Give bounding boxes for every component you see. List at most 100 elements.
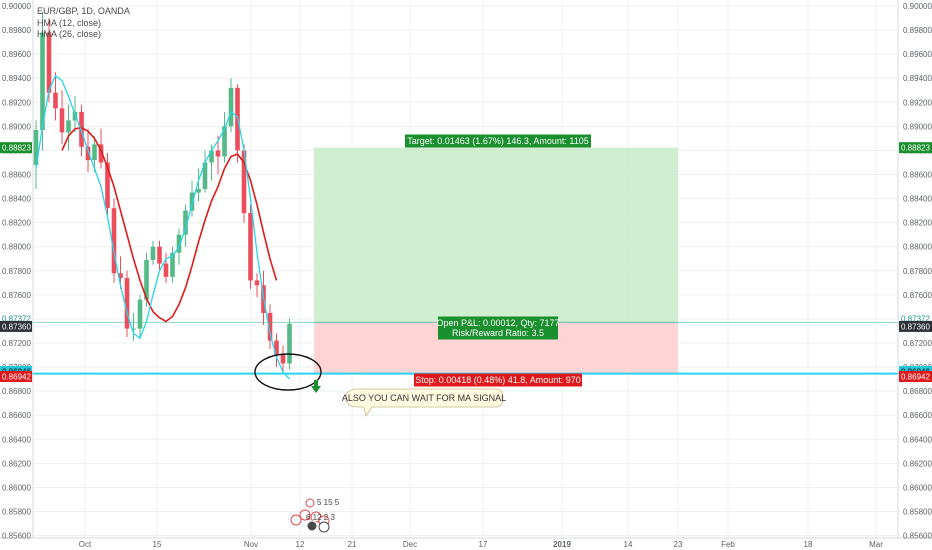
candle-body — [79, 111, 84, 147]
target-price-badge-bg — [0, 142, 32, 154]
hma-12-line — [35, 74, 290, 380]
candle-body — [248, 213, 253, 281]
candle-body — [170, 252, 175, 277]
entry-price-badge-bg — [0, 312, 32, 324]
stop-price-badge-bg — [0, 370, 32, 382]
y-tick-label-right: 0.89200 — [903, 98, 932, 107]
y-tick-label-right: 0.89600 — [903, 50, 932, 59]
candle-body — [267, 312, 273, 341]
candle-body — [53, 92, 58, 109]
event-marker-icon[interactable] — [318, 521, 330, 533]
y-tick-label-left: 0.89600 — [2, 50, 31, 59]
y-tick-label-left: 0.90000 — [2, 2, 31, 11]
y-tick-label-left: 0.89800 — [2, 26, 31, 35]
y-tick-label-left: 0.88400 — [2, 195, 31, 204]
y-tick-label-right: 0.86600 — [903, 411, 932, 420]
chart-legend: EUR/GBP, 1D, OANDA HMA (12, close) HMA (… — [37, 6, 130, 39]
pnl-label-line-1: Risk/Reward Ratio: 3.5 — [452, 328, 544, 338]
note-text: ALSO YOU CAN WAIT FOR MA SIGNAL — [342, 393, 506, 403]
candle-body — [40, 32, 45, 130]
candle-body — [280, 355, 286, 364]
position-zones[interactable] — [314, 147, 678, 375]
x-tick-label: Nov — [244, 540, 258, 549]
y-tick-label-left: 0.85600 — [2, 532, 31, 541]
target-zone — [314, 147, 678, 323]
annotations: ALSO YOU CAN WAIT FOR MA SIGNAL 5 15 5 6… — [254, 353, 506, 533]
y-tick-label-left: 0.89000 — [2, 122, 31, 131]
candle-body — [137, 299, 143, 329]
x-tick-label: Feb — [721, 540, 735, 549]
candle-body — [124, 278, 130, 329]
candle-body — [254, 280, 260, 286]
candle-body — [215, 150, 221, 157]
y-tick-label-left: 0.87600 — [2, 291, 31, 300]
y-tick-label-left: 0.87200 — [2, 339, 31, 348]
candle-body — [228, 87, 234, 127]
y-tick-label-left: 0.86600 — [2, 411, 31, 420]
long-entry-arrow-icon — [311, 380, 321, 393]
pnl-label-box — [438, 316, 558, 340]
target-label-line-0: Target: 0.01463 (1.67%) 146.3, Amount: 1… — [407, 136, 588, 146]
current-price-badge-text: 0.87360 — [901, 322, 930, 331]
y-tick-label-left: 0.86000 — [2, 483, 31, 492]
entry-price-badge-bg — [899, 312, 932, 324]
x-tick-label: 15 — [153, 540, 162, 549]
candle-body — [222, 126, 227, 157]
target-price-badge-text: 0.88823 — [901, 144, 930, 153]
event-marker-icon[interactable] — [306, 520, 318, 532]
event-marker-icon[interactable] — [305, 498, 315, 508]
stop-label-line-0: Stop: 0.00418 (0.48%) 41.8, Amount: 970 — [415, 375, 581, 385]
y-tick-label-left: 0.89200 — [2, 98, 31, 107]
target-price-badge-text: 0.88823 — [2, 144, 31, 153]
event-marker-icon[interactable] — [290, 514, 302, 526]
stop-price-badge-text: 0.86942 — [2, 372, 31, 381]
event-markers[interactable]: 5 15 5 6 12 2 3 — [290, 498, 340, 533]
y-tick-label-left: 0.86400 — [2, 435, 31, 444]
candle-body — [98, 144, 104, 163]
candle-body — [46, 32, 52, 93]
y-tick-label-left: 0.87800 — [2, 267, 31, 276]
note-callout[interactable]: ALSO YOU CAN WAIT FOR MA SIGNAL — [342, 388, 506, 418]
y-tick-label-right: 0.88000 — [903, 243, 932, 252]
candle-body — [176, 234, 182, 253]
stop-price-badge-text: 0.86942 — [901, 372, 930, 381]
hma-slow-label: HMA (26, close) — [37, 29, 101, 39]
candle-body — [59, 108, 65, 133]
y-tick-label-right: 0.89800 — [903, 26, 932, 35]
pnl-label-line-0: Open P&L: 0.00012, Qty: 7177 — [436, 318, 559, 328]
x-tick-label: 14 — [624, 540, 633, 549]
note-bubble — [345, 388, 504, 418]
candle-body — [287, 323, 292, 364]
y-tick-label-left: 0.89400 — [2, 74, 31, 83]
y-tick-label-left: 0.88600 — [2, 171, 31, 180]
candle-body — [118, 273, 123, 279]
y-tick-label-right: 0.88600 — [903, 171, 932, 180]
candle-body — [131, 328, 136, 330]
moving-averages — [35, 74, 290, 380]
symbol-title: EUR/GBP, 1D, OANDA — [37, 6, 130, 16]
candle-body — [33, 129, 39, 165]
candle-body — [105, 162, 110, 209]
event-marker-icon[interactable] — [299, 509, 311, 521]
x-tick-label: 17 — [479, 540, 488, 549]
y-tick-label-right: 0.88200 — [903, 219, 932, 228]
stop-price-badge-bg — [899, 370, 932, 382]
y-tick-label-right: 0.85600 — [903, 532, 932, 541]
y-tick-label-right: 0.86800 — [903, 387, 932, 396]
y-tick-label-right: 0.90000 — [903, 2, 932, 11]
candle-body — [92, 144, 97, 161]
event-counts-top: 5 15 5 — [317, 498, 340, 507]
candle-body — [209, 150, 214, 163]
candle-body — [66, 120, 71, 133]
y-tick-label-right: 0.86400 — [903, 435, 932, 444]
y-tick-label-right: 0.87200 — [903, 339, 932, 348]
candle-body — [183, 210, 188, 235]
y-tick-label-right: 0.89400 — [903, 74, 932, 83]
candle-body — [163, 263, 169, 277]
candle-body — [85, 146, 91, 161]
y-tick-label-right: 0.89000 — [903, 122, 932, 131]
x-tick-label: 21 — [348, 540, 357, 549]
candle-body — [274, 340, 279, 356]
candle-body — [189, 192, 195, 211]
